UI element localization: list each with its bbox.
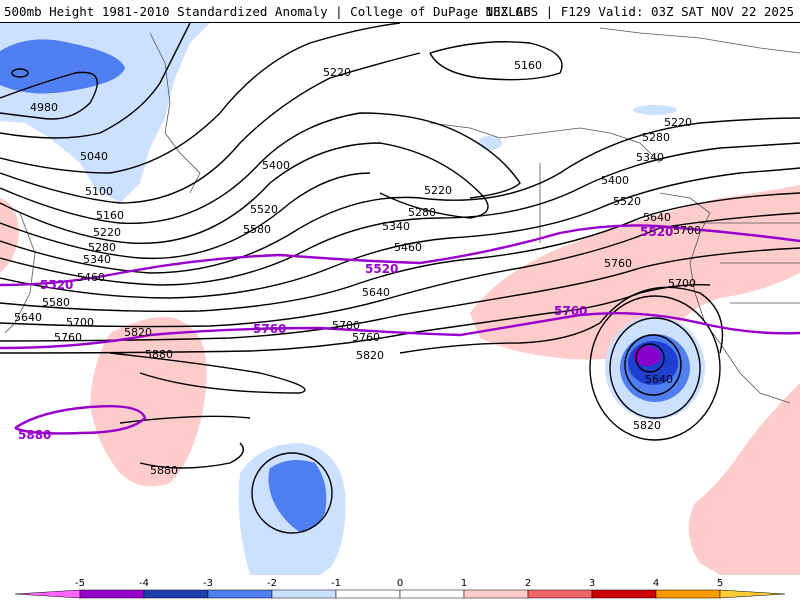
highlight-contour-label: 5520 — [365, 262, 398, 276]
colorbar-segment — [463, 589, 529, 599]
contour-label: 5520 — [613, 195, 641, 208]
colorbar-segment — [655, 589, 721, 599]
colorbar-tick-label: -1 — [331, 578, 341, 589]
highlight-contour-label: 5760 — [253, 322, 286, 336]
colorbar-tick-label: -2 — [267, 578, 277, 589]
contour-label: 5520 — [250, 203, 278, 216]
colorbar-segment — [719, 589, 786, 599]
colorbar-ticks: -5 -4 -3 -2 -1 0 1 2 3 4 5 — [75, 578, 723, 589]
colorbar-segment — [591, 589, 657, 599]
contour-label: 5760 — [604, 257, 632, 270]
highlight-contour-label: 5880 — [18, 428, 51, 442]
negative-anomaly-alaska — [478, 136, 502, 150]
contour-label: 5340 — [83, 253, 111, 266]
colorbar-segment — [79, 589, 145, 599]
contour-label: 5220 — [93, 226, 121, 239]
colorbar-segment — [399, 589, 465, 599]
contour-label: 5280 — [88, 241, 116, 254]
contour-label: 5640 — [362, 286, 390, 299]
colorbar-segment — [335, 589, 401, 599]
contour-label: 5700 — [673, 224, 701, 237]
contour-label: 5760 — [352, 331, 380, 344]
contour-label: 5700 — [332, 319, 360, 332]
contour-label: 5220 — [664, 116, 692, 129]
contour-label: 5280 — [408, 206, 436, 219]
negative-anomaly-gulf — [633, 105, 677, 115]
colorbar-segment — [14, 589, 81, 599]
contour-label: 5700 — [66, 316, 94, 329]
contour-label: 5460 — [394, 241, 422, 254]
contour-label: 5160 — [514, 59, 542, 72]
black-contour-labels: 4980 5040 5100 5160 5220 5280 5340 5460 … — [14, 59, 701, 477]
positive-anomaly-se — [688, 383, 800, 575]
colorbar-segment — [143, 589, 209, 599]
model-run-info: 18Z GFS | F129 Valid: 03Z SAT NOV 22 202… — [485, 4, 794, 19]
positive-anomaly-central — [90, 317, 207, 487]
negative-anomaly-south-core — [268, 459, 327, 532]
negative-anomaly-low-4 — [633, 346, 661, 366]
highlight-contours — [0, 224, 800, 435]
contour-label: 5760 — [54, 331, 82, 344]
contour-label: 4980 — [30, 101, 58, 114]
colorbar-tick-label: 4 — [653, 578, 659, 589]
contour-label: 5880 — [150, 464, 178, 477]
anomaly-shading — [0, 23, 800, 575]
contour-label: 5640 — [14, 311, 42, 324]
contour-label: 5820 — [633, 419, 661, 432]
highlight-contour-label: 5520 — [40, 278, 73, 292]
colorbar-tick-label: 5 — [717, 578, 723, 589]
contour-label: 5040 — [80, 150, 108, 163]
colorbar-segments — [14, 589, 786, 599]
anomaly-colorbar: -5 -4 -3 -2 -1 0 1 2 3 4 5 — [0, 575, 800, 600]
highlight-contour-label: 5520 — [640, 225, 673, 239]
colorbar-tick-label: 3 — [589, 578, 595, 589]
weather-map: 4980 5040 5100 5160 5220 5280 5340 5460 … — [0, 23, 800, 575]
coastlines — [4, 27, 800, 404]
positive-anomaly-east — [470, 185, 800, 360]
positive-anomaly-west — [0, 198, 19, 273]
contour-label: 5340 — [636, 151, 664, 164]
contour-label: 5880 — [145, 348, 173, 361]
contour-label: 5100 — [85, 185, 113, 198]
contour-label: 5700 — [668, 277, 696, 290]
contour-label: 5820 — [356, 349, 384, 362]
header-bar: 500mb Height 1981-2010 Standardized Anom… — [0, 0, 800, 23]
contour-label: 5220 — [424, 184, 452, 197]
colorbar-tick-label: -3 — [203, 578, 213, 589]
height-contours — [0, 23, 800, 534]
purple-contour-labels: 5520 5520 5520 5760 5760 5880 — [18, 225, 673, 442]
colorbar-segment — [271, 589, 337, 599]
colorbar-segment — [527, 589, 593, 599]
colorbar-tick-label: 1 — [461, 578, 467, 589]
contour-label: 5580 — [42, 296, 70, 309]
highlight-contour-label: 5760 — [554, 304, 587, 318]
colorbar-tick-label: 2 — [525, 578, 531, 589]
colorbar-tick-label: -4 — [139, 578, 149, 589]
colorbar-segment — [207, 589, 273, 599]
colorbar-tick-label: -5 — [75, 578, 85, 589]
contour-label: 5640 — [645, 373, 673, 386]
contour-label: 5460 — [77, 271, 105, 284]
map-title: 500mb Height 1981-2010 Standardized Anom… — [4, 4, 531, 19]
contour-label: 5160 — [96, 209, 124, 222]
contour-label: 5580 — [243, 223, 271, 236]
colorbar-tick-label: 0 — [397, 578, 403, 589]
contour-label: 5640 — [643, 211, 671, 224]
contour-label: 5220 — [323, 66, 351, 79]
negative-anomaly-nw-core — [0, 39, 125, 94]
contour-label: 5400 — [601, 174, 629, 187]
contour-label: 5400 — [262, 159, 290, 172]
contour-label: 5340 — [382, 220, 410, 233]
contour-label: 5280 — [642, 131, 670, 144]
contour-label: 5820 — [124, 326, 152, 339]
